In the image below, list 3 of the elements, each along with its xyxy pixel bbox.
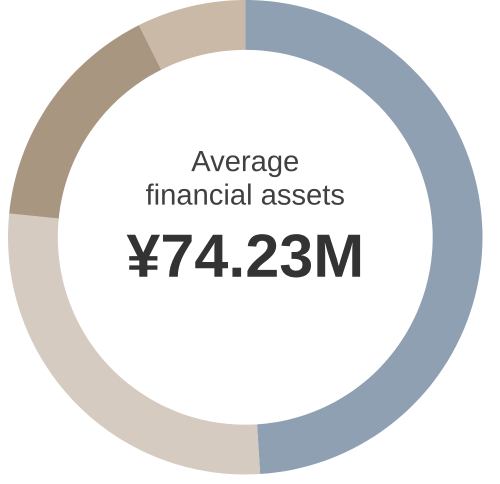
text: Average financial assets (146, 151, 344, 205)
text: ¥74.23M (126, 234, 360, 278)
donut-slice (138, 0, 246, 70)
